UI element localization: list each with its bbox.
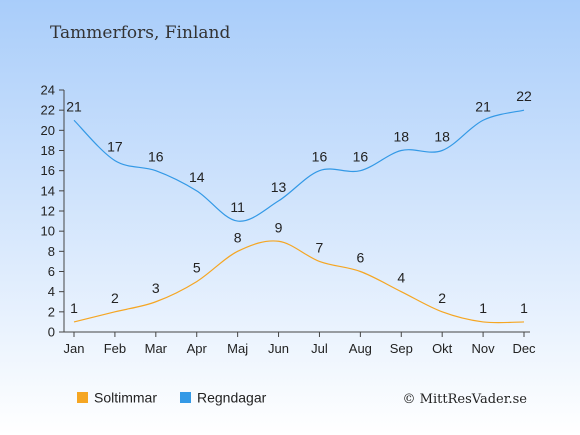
legend-label-regndagar: Regndagar <box>197 390 267 406</box>
data-label-regndagar: 11 <box>230 199 245 215</box>
y-tick-label: 24 <box>41 83 55 98</box>
y-tick-label: 16 <box>41 163 55 178</box>
data-label-regndagar: 13 <box>271 179 287 195</box>
data-label-soltimmar: 1 <box>520 300 528 316</box>
x-tick-label: Mar <box>145 341 168 356</box>
chart-title: Tammerfors, Finland <box>50 23 230 43</box>
x-tick-label: Apr <box>187 341 208 356</box>
y-tick-label: 18 <box>41 143 55 158</box>
y-tick-label: 20 <box>41 123 55 138</box>
x-tick-label: Okt <box>432 341 453 356</box>
y-tick-label: 2 <box>48 304 55 319</box>
data-label-soltimmar: 2 <box>438 290 446 306</box>
x-tick-label: Maj <box>227 341 248 356</box>
y-tick-label: 6 <box>48 264 55 279</box>
data-label-soltimmar: 9 <box>275 219 283 235</box>
x-tick-label: Feb <box>104 341 126 356</box>
x-tick-label: Sep <box>390 341 413 356</box>
data-label-soltimmar: 1 <box>479 300 487 316</box>
x-tick-label: Jun <box>268 341 289 356</box>
data-label-regndagar: 14 <box>189 169 205 185</box>
legend: Soltimmar Regndagar <box>77 390 267 406</box>
x-tick-label: Aug <box>349 341 372 356</box>
credit-text: © MittResVader.se <box>403 392 528 407</box>
y-tick-label: 10 <box>41 224 55 239</box>
data-label-soltimmar: 1 <box>70 300 78 316</box>
data-label-regndagar: 22 <box>516 88 532 104</box>
data-label-regndagar: 17 <box>107 139 123 155</box>
y-tick-label: 14 <box>41 183 55 198</box>
data-label-regndagar: 16 <box>148 149 164 165</box>
x-tick-label: Jan <box>64 341 85 356</box>
y-tick-label: 8 <box>48 244 55 259</box>
y-tick-label: 0 <box>48 325 55 340</box>
legend-swatch-soltimmar <box>77 392 88 403</box>
data-label-regndagar: 18 <box>434 129 450 145</box>
data-label-regndagar: 16 <box>353 149 369 165</box>
legend-label-soltimmar: Soltimmar <box>94 390 157 406</box>
data-label-soltimmar: 3 <box>152 280 160 296</box>
data-label-soltimmar: 2 <box>111 290 119 306</box>
data-label-regndagar: 18 <box>393 129 409 145</box>
data-label-soltimmar: 6 <box>356 250 364 266</box>
x-tick-label: Nov <box>472 341 496 356</box>
data-label-regndagar: 16 <box>312 149 328 165</box>
x-tick-label: Dec <box>512 341 536 356</box>
legend-swatch-regndagar <box>180 392 191 403</box>
y-tick-label: 4 <box>48 284 55 299</box>
data-label-regndagar: 21 <box>475 98 491 114</box>
data-label-soltimmar: 7 <box>316 239 324 255</box>
series-line-soltimmar <box>73 240 525 324</box>
series-regndagar: 21 17 16 14 11 13 16 16 18 18 21 22 <box>66 88 532 222</box>
y-tick-label: 12 <box>41 204 55 219</box>
x-tick-label: Jul <box>311 341 328 356</box>
series-line-regndagar <box>73 109 525 222</box>
data-label-soltimmar: 8 <box>234 229 242 245</box>
data-label-regndagar: 21 <box>66 98 82 114</box>
data-label-soltimmar: 4 <box>397 270 405 286</box>
y-tick-label: 22 <box>41 103 55 118</box>
series-soltimmar: 1 2 3 5 8 9 7 6 4 2 1 1 <box>70 219 528 324</box>
data-label-soltimmar: 5 <box>193 260 201 276</box>
